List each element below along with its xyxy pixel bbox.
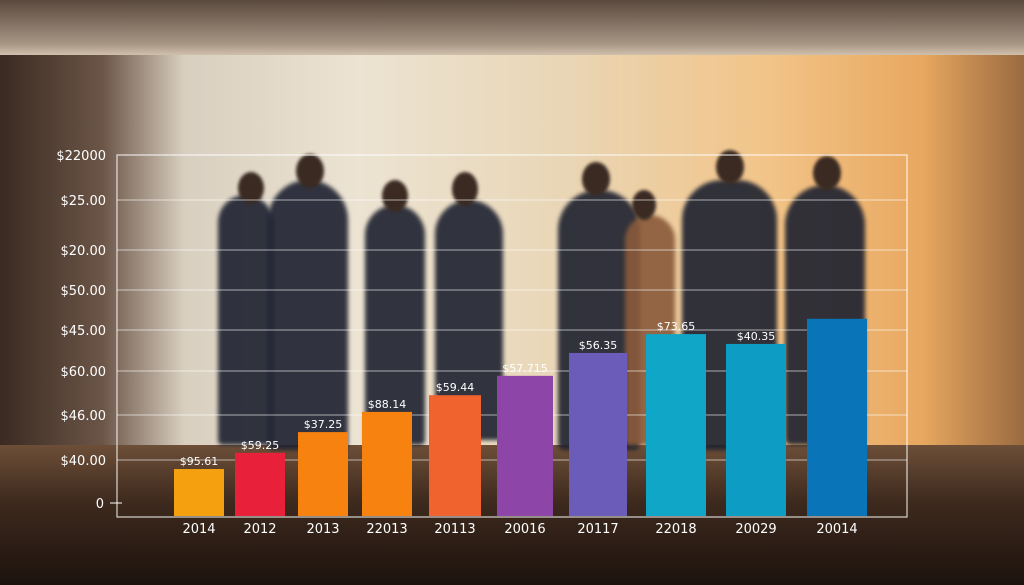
x-tick-label: 2014 [182,522,215,537]
bar [298,432,348,516]
data-label: $37.25 [304,418,343,431]
y-tick-label: $60.00 [61,365,107,380]
x-tick-label: 20117 [577,522,618,537]
data-label: $40.35 [737,330,776,343]
x-tick-label: 22018 [655,522,696,537]
x-tick-label: 20029 [735,522,776,537]
bar [362,411,412,516]
bar [646,334,706,516]
bar [569,352,627,516]
x-tick-label: 20016 [504,522,545,537]
x-tick-label: 2012 [243,522,276,537]
x-tick-label: 20014 [816,522,857,537]
bar [235,452,285,516]
bar [497,375,553,516]
ceiling [0,0,1024,55]
plot-frame [116,154,908,518]
y-tick-label: $40.00 [61,454,107,469]
bar [429,395,481,516]
data-label: $73.65 [657,320,696,333]
bar [807,318,867,516]
x-tick-label: 20113 [434,522,475,537]
y-tick-label: 0 [96,497,104,512]
y-tick-label: $20.00 [61,244,107,259]
data-label: $88.14 [368,398,407,411]
x-tick-label: 2013 [306,522,339,537]
data-label: $56.35 [579,339,618,352]
data-label: $57.715 [502,362,548,375]
y-tick-label: $25.00 [61,194,107,209]
x-tick-label: 22013 [366,522,407,537]
y-tick-label: $46.00 [61,409,107,424]
bar [726,343,786,516]
data-label: $59.25 [241,439,280,452]
y-tick-label: $45.00 [61,324,107,339]
data-label: $95.61 [180,455,219,468]
data-label: $59.44 [436,381,475,394]
bar [174,469,224,516]
y-tick-label: $22000 [56,149,106,164]
y-tick-label: $50.00 [61,284,107,299]
